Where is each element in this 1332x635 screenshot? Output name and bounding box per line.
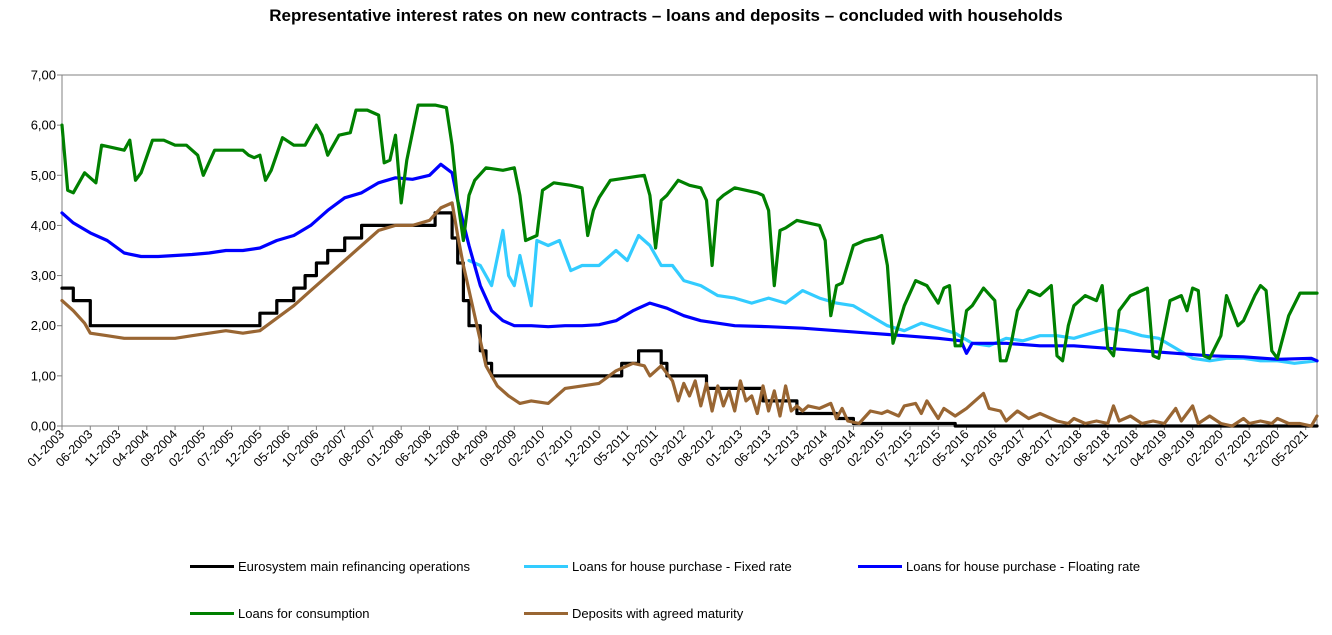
series-line-eurosystem-main-refinancing-operations <box>60 211 1319 428</box>
legend-label: Loans for house purchase - Floating rate <box>906 559 1141 574</box>
y-tick-label: 7,00 <box>31 68 56 83</box>
axes <box>57 74 1318 430</box>
legend-item: Loans for house purchase - Fixed rate <box>524 559 792 574</box>
y-tick-label: 2,00 <box>31 318 56 333</box>
legend-item: Loans for consumption <box>190 606 370 621</box>
series-line-loans-for-house-purchase-floating-rate <box>60 162 1319 363</box>
legend-item: Eurosystem main refinancing operations <box>190 559 470 574</box>
y-tick-label: 1,00 <box>31 368 56 383</box>
legend-item: Loans for house purchase - Floating rate <box>858 559 1140 574</box>
legend-swatch <box>524 565 568 568</box>
legend-label: Deposits with agreed maturity <box>572 606 744 621</box>
series-line-loans-for-consumption <box>60 103 1319 363</box>
y-tick-labels: 0,00 1,00 2,00 3,00 4,00 5,00 6,00 7,00 <box>31 68 56 434</box>
legend-label: Loans for consumption <box>238 606 370 621</box>
plot-area <box>61 74 1318 427</box>
legend-swatch <box>190 612 234 615</box>
chart-title: Representative interest rates on new con… <box>269 6 1063 25</box>
legend-swatch <box>858 565 902 568</box>
series-line-deposits-with-agreed-maturity <box>60 201 1319 428</box>
legend-swatch <box>190 565 234 568</box>
legend-label: Eurosystem main refinancing operations <box>238 559 470 574</box>
x-tick-labels: 01-200306-200311-200304-200409-200402-20… <box>25 427 1311 469</box>
y-tick-label: 4,00 <box>31 218 56 233</box>
y-tick-label: 0,00 <box>31 419 56 434</box>
legend-label: Loans for house purchase - Fixed rate <box>572 559 792 574</box>
legend-item: Deposits with agreed maturity <box>524 606 743 621</box>
series-lines <box>60 103 1319 428</box>
legend-swatch <box>524 612 568 615</box>
y-tick-label: 3,00 <box>31 268 56 283</box>
y-tick-label: 5,00 <box>31 168 56 183</box>
y-tick-label: 6,00 <box>31 118 56 133</box>
